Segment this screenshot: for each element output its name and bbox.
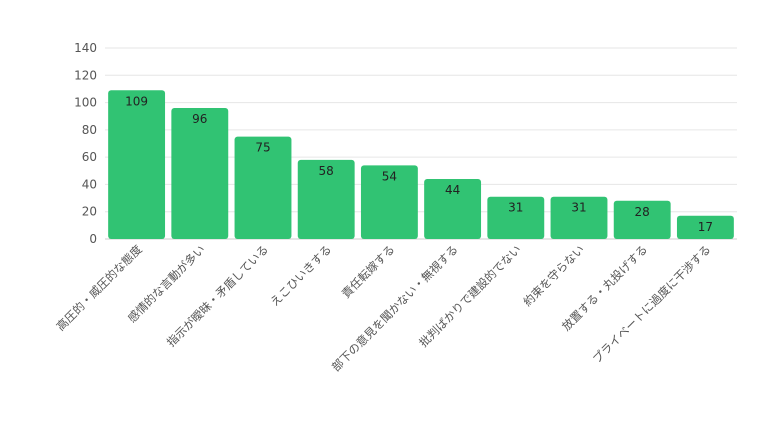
y-tick-label: 100 [74, 96, 97, 110]
x-tick-label: 約束を守らない [520, 242, 587, 309]
data-label: 28 [635, 205, 650, 219]
y-tick-label: 140 [74, 41, 97, 55]
y-tick-label: 20 [82, 205, 97, 219]
bar [613, 200, 671, 239]
data-label: 96 [192, 112, 207, 126]
bar [676, 215, 734, 239]
bar [550, 196, 608, 239]
bar [487, 196, 545, 239]
bar [424, 178, 482, 239]
y-tick-label: 60 [82, 150, 97, 164]
data-label: 109 [125, 94, 148, 108]
data-label: 44 [445, 183, 460, 197]
data-label: 17 [698, 220, 713, 234]
x-tick-label: 責任転嫁する [339, 242, 398, 301]
data-label: 58 [319, 164, 334, 178]
x-tick-label: プライベートに過度に干渉する [590, 242, 714, 366]
y-tick-label: 0 [89, 232, 97, 246]
bar [108, 90, 166, 240]
x-tick-label: 批判ばかりで建設的でない [416, 242, 524, 350]
x-tick-label: えこひいきする [267, 242, 334, 309]
x-tick-label: 指示が曖昧・矛盾している [164, 242, 271, 349]
y-tick-label: 120 [74, 68, 97, 82]
data-label: 54 [382, 169, 397, 183]
x-tick-label: 部下の意見を聞かない・無視する [329, 242, 461, 374]
data-label: 31 [571, 201, 586, 215]
y-tick-label: 40 [82, 177, 97, 191]
data-label: 31 [508, 201, 523, 215]
bar [234, 136, 292, 239]
bar [360, 165, 418, 239]
y-tick-label: 80 [82, 123, 97, 137]
bar [297, 159, 355, 239]
data-label: 75 [255, 141, 270, 155]
bar [171, 108, 229, 240]
